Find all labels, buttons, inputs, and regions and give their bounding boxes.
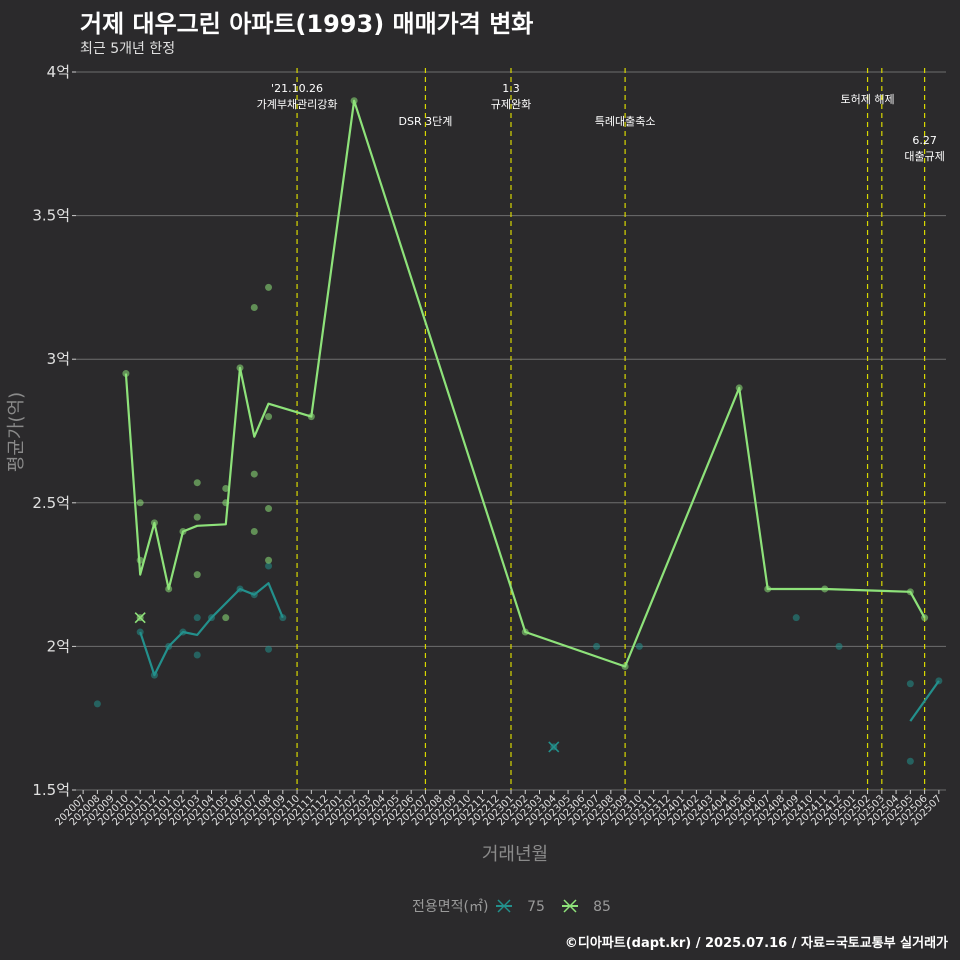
series-85-point: [265, 505, 273, 513]
y-tick-label: 2억: [47, 637, 70, 655]
series-75-point: [906, 680, 914, 688]
y-axis-ticks: 1.5억 2억 2.5억 3억 3.5억 4억: [32, 63, 76, 799]
x-axis-label: 거래년월: [482, 844, 548, 865]
policy-label: 6.27: [912, 134, 937, 147]
x-axis-ticks: 2020072020082020092020102020112020122021…: [53, 790, 944, 828]
series-lines: [124, 99, 940, 722]
legend-key-cross: [563, 899, 577, 913]
policy-label: 토허제 해제: [841, 92, 895, 106]
policy-label: '21.10.26: [271, 82, 323, 95]
policy-label: 가계부채관리강화: [257, 98, 338, 111]
cancelled-markers: [134, 612, 560, 753]
y-tick-label: 3.5억: [32, 207, 70, 225]
y-tick-label: 3억: [47, 350, 70, 368]
policy-label: 대출규제: [904, 150, 944, 163]
series-85-point: [193, 571, 201, 579]
series-85-line: [124, 99, 926, 668]
policy-label: DSR 3단계: [399, 115, 453, 128]
series-75-point: [93, 700, 101, 708]
series-85-point: [265, 556, 273, 564]
series-85-point: [122, 370, 130, 378]
series-75-point: [792, 614, 800, 622]
series-85-cancelled-cross: [134, 612, 146, 624]
series-75-point: [835, 642, 843, 650]
y-tick-label: 1.5억: [32, 781, 70, 799]
y-axis-label: 평균가(억): [6, 392, 27, 472]
series-85-point: [265, 413, 273, 421]
y-tick-label: 4억: [47, 63, 70, 81]
series-75-point: [193, 614, 201, 622]
legend-label-85: 85: [593, 899, 611, 915]
series-85-point: [193, 513, 201, 521]
source-caption: ©디아파트(dapt.kr) / 2025.07.16 / 자료=국토교통부 실…: [564, 936, 948, 951]
series-85-point: [250, 528, 258, 536]
legend-title: 전용면적(㎡): [412, 899, 488, 915]
chart-title: 거제 대우그린 아파트(1993) 매매가격 변화: [80, 10, 534, 38]
legend: 전용면적(㎡) 75 85: [412, 899, 611, 915]
series-75-point: [593, 642, 601, 650]
y-tick-label: 2.5억: [32, 494, 70, 512]
legend-key-cross: [497, 899, 511, 913]
policy-label: 1.3: [502, 82, 520, 95]
series-85-point: [250, 304, 258, 312]
series-85-point: [222, 484, 230, 492]
legend-label-75: 75: [527, 899, 545, 915]
series-85-point: [250, 470, 258, 478]
series-75-point: [265, 562, 273, 570]
policy-label: 특례대출축소: [595, 115, 656, 128]
chart-subtitle: 최근 5개년 한정: [80, 41, 176, 57]
series-85-point: [222, 614, 230, 622]
series-85-point: [265, 283, 273, 291]
series-85-point: [193, 479, 201, 487]
series-75-point: [635, 642, 643, 650]
series-75-point: [906, 757, 914, 765]
series-85-point: [136, 499, 144, 507]
series-75-cancelled-cross: [548, 741, 560, 753]
series-75-point: [265, 645, 273, 653]
policy-label: 규제완화: [491, 98, 531, 111]
data-points: [93, 97, 943, 765]
series-75-line: [909, 680, 940, 722]
series-75-point: [193, 651, 201, 659]
series-75-line: [139, 582, 284, 677]
